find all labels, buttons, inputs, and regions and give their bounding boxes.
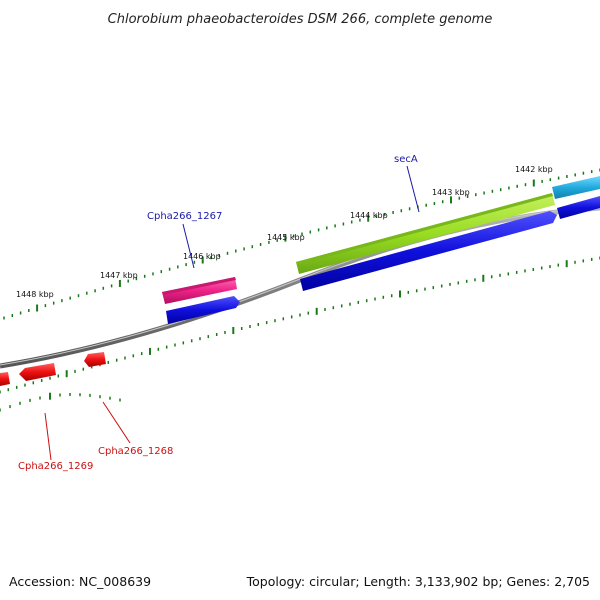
cds-cpha266-1269-arrow[interactable] [19, 363, 56, 381]
outer-tick-marks [3, 168, 600, 320]
cds-cpha266-1268-arrow[interactable] [84, 352, 106, 367]
cds-blue-right-arrow[interactable] [557, 196, 600, 219]
gene-label-cpha266-1268[interactable]: Cpha266_1268 [98, 446, 173, 457]
gene-cpha266-1267-block[interactable] [162, 277, 237, 304]
genome-backbone [0, 205, 600, 369]
kbp-label: 1445 kbp [267, 233, 305, 242]
cpha266-1267-leader-line [182, 223, 195, 269]
cpha266-1269-leader-line [44, 412, 52, 461]
kbp-label: 1448 kbp [16, 290, 54, 299]
accession-text: Accession: NC_008639 [9, 574, 151, 589]
kbp-label: 1442 kbp [515, 165, 553, 174]
kbp-label: 1447 kbp [100, 271, 138, 280]
map-title: Chlorobium phaeobacteroides DSM 266, com… [108, 12, 493, 27]
cpha266-1268-leader-line [102, 401, 131, 444]
gene-cyan-block[interactable] [552, 176, 600, 199]
kbp-label: 1446 kbp [183, 252, 221, 261]
bottom-tick-marks [0, 392, 121, 412]
cds-cpha266-1267-arrow[interactable] [166, 296, 240, 324]
secA-leader-line [406, 165, 420, 213]
inner-tick-marks [0, 256, 600, 394]
gene-label-secA[interactable]: secA [394, 154, 418, 165]
genome-summary-text: Topology: circular; Length: 3,133,902 bp… [246, 574, 590, 589]
kbp-label: 1444 kbp [350, 211, 388, 220]
gene-label-cpha266-1267[interactable]: Cpha266_1267 [147, 211, 222, 222]
gene-label-cpha266-1269[interactable]: Cpha266_1269 [18, 461, 93, 472]
kbp-label: 1443 kbp [432, 188, 470, 197]
cds-red-left-arrow[interactable] [0, 372, 10, 386]
cds-secA-arrow[interactable] [300, 211, 557, 291]
gene-secA-block[interactable] [296, 193, 555, 274]
